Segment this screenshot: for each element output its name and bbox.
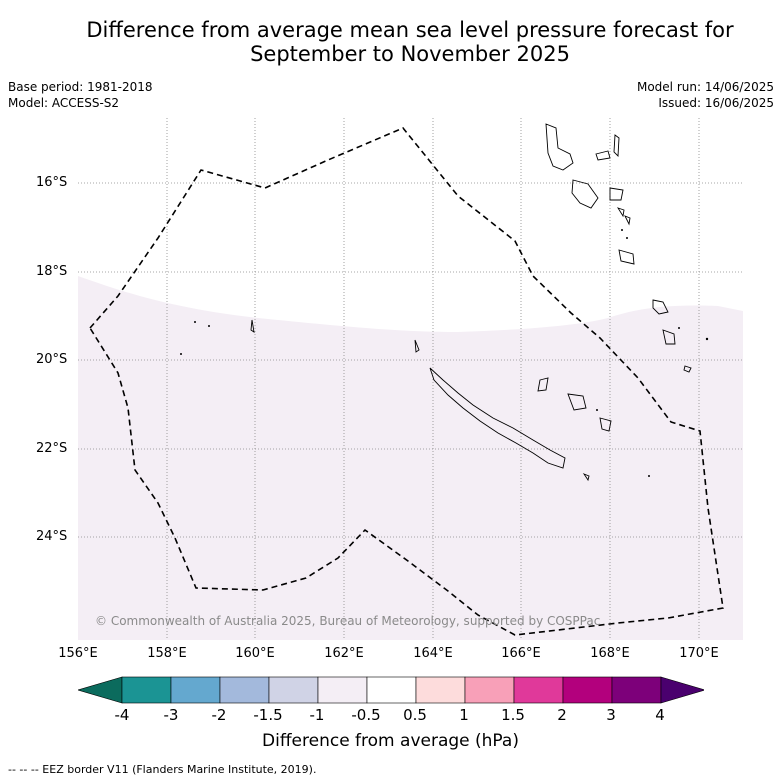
colorbar-cells — [78, 676, 704, 704]
lon-label-168e: 168°E — [590, 646, 630, 661]
colorbar-extend-low — [78, 676, 123, 704]
colorbar-label: 1.5 — [501, 706, 525, 724]
copyright-notice: © Commonwealth of Australia 2025, Bureau… — [95, 614, 601, 628]
colorbar-cell — [268, 676, 319, 704]
colorbar-cell — [317, 676, 368, 704]
chesterfield-like-island — [652, 299, 669, 315]
island — [662, 329, 676, 345]
colorbar-label: 2 — [557, 706, 567, 724]
colorbar-cell — [513, 676, 564, 704]
lon-label-158e: 158°E — [147, 646, 187, 661]
title-line-1: Difference from average mean sea level p… — [86, 18, 734, 42]
base-period: Base period: 1981-2018 — [8, 80, 153, 94]
island — [582, 473, 590, 482]
lat-label-20s: 20°S — [36, 352, 68, 367]
colorbar-label: -0.5 — [351, 706, 381, 724]
loyalty-island-2 — [567, 393, 587, 411]
issued-date: Issued: 16/06/2025 — [658, 96, 774, 110]
vanuatu-island-5 — [609, 187, 624, 201]
map-svg — [78, 118, 743, 640]
colorbar-label: 1 — [459, 706, 469, 724]
vanuatu-island-4 — [571, 179, 599, 209]
chart-title: Difference from average mean sea level p… — [40, 18, 780, 66]
colorbar-label: -2 — [211, 706, 227, 724]
pressure-anomaly-area — [78, 276, 743, 640]
island — [683, 365, 692, 373]
lat-label-24s: 24°S — [36, 529, 68, 544]
colorbar-title: Difference from average (hPa) — [262, 731, 519, 751]
colorbar-extend-high — [660, 676, 704, 704]
gridlines — [78, 118, 743, 640]
lon-label-160e: 160°E — [235, 646, 275, 661]
meta-right: Model run: 14/06/2025 Issued: 16/06/2025 — [637, 79, 774, 111]
colorbar-cell — [415, 676, 466, 704]
colorbar-label: -1 — [309, 706, 325, 724]
lon-label-156e: 156°E — [58, 646, 98, 661]
model-name: Model: ACCESS-S2 — [8, 96, 120, 110]
lon-label-164e: 164°E — [413, 646, 453, 661]
colorbar-label: -3 — [163, 706, 179, 724]
colorbar-cell — [366, 676, 417, 704]
lon-label-166e: 166°E — [501, 646, 541, 661]
lat-label-18s: 18°S — [36, 264, 68, 279]
model-run: Model run: 14/06/2025 — [636, 80, 774, 94]
colorbar-cell — [219, 676, 270, 704]
lon-label-170e: 170°E — [679, 646, 719, 661]
small-islands — [180, 229, 709, 477]
lat-label-16s: 16°S — [36, 175, 68, 190]
vanuatu-island-2 — [595, 150, 611, 161]
colorbar-label: 4 — [655, 706, 665, 724]
colorbar-cell — [611, 676, 662, 704]
colorbar-label: 3 — [606, 706, 616, 724]
vanuatu-island-1 — [545, 123, 574, 171]
map-panel — [78, 118, 743, 640]
colorbar-cell — [464, 676, 515, 704]
coastlines — [250, 123, 692, 482]
island — [250, 319, 255, 333]
new-caledonia-island — [429, 367, 566, 469]
lat-label-22s: 22°S — [36, 441, 68, 456]
colorbar-label: 0.5 — [403, 706, 427, 724]
title-line-2: September to November 2025 — [250, 42, 570, 66]
vanuatu-island-6 — [618, 249, 635, 265]
colorbar-label: -1.5 — [253, 706, 283, 724]
colorbar — [78, 676, 704, 704]
colorbar-label: -4 — [114, 706, 130, 724]
vanuatu-island-7 — [616, 207, 625, 218]
loyalty-island-3 — [599, 417, 612, 432]
island — [414, 339, 420, 353]
loyalty-island-1 — [537, 377, 549, 392]
colorbar-cell — [562, 676, 613, 704]
meta-left: Base period: 1981-2018 Model: ACCESS-S2 — [8, 79, 153, 111]
vanuatu-island-3 — [613, 134, 620, 158]
vanuatu-island-8 — [624, 215, 631, 226]
colorbar-cell — [170, 676, 221, 704]
colorbar-cell — [121, 676, 172, 704]
lon-label-162e: 162°E — [324, 646, 364, 661]
eez-footnote: -- -- -- EEZ border V11 (Flanders Marine… — [8, 763, 317, 776]
